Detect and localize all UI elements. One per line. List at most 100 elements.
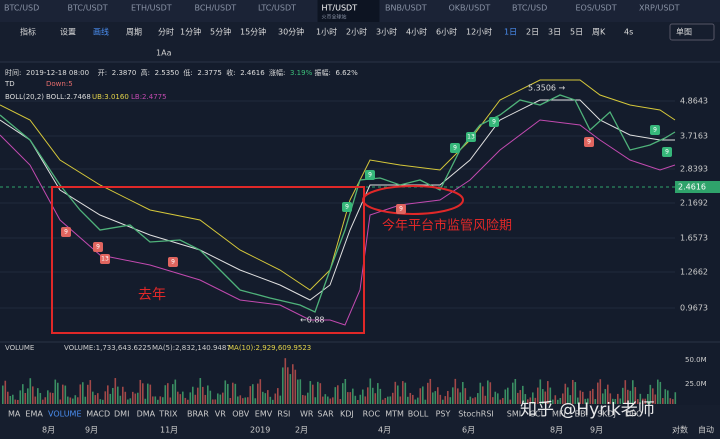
font-tool[interactable]: 1Aa — [156, 49, 172, 58]
indicator[interactable]: MTM — [385, 410, 404, 419]
period[interactable]: 15分钟 — [240, 27, 266, 37]
volume-bar — [477, 393, 479, 404]
volume-value: VOLUME:1,733,643.6225 — [64, 344, 151, 352]
period[interactable]: 12小时 — [466, 27, 492, 37]
tab[interactable]: HT/USDT — [322, 4, 358, 13]
log-toggle[interactable]: 对数 — [672, 425, 688, 435]
indicator[interactable]: DMA — [137, 410, 156, 419]
volume-bar — [327, 396, 329, 404]
volume-bar — [669, 398, 672, 404]
indicator[interactable]: SKDJ — [597, 410, 616, 419]
volume-bar — [624, 380, 627, 404]
volume-bar — [62, 384, 64, 404]
indicator[interactable]: TRIX — [158, 410, 178, 419]
tab[interactable]: LTC/USDT — [258, 4, 296, 13]
indicator[interactable]: BBI — [575, 410, 588, 419]
volume-bar — [394, 381, 397, 404]
indicator[interactable]: OBV — [232, 410, 250, 419]
layout[interactable]: 单图 — [676, 27, 692, 37]
highlight-box — [51, 186, 365, 334]
volume-bar — [319, 383, 322, 404]
tab[interactable]: BTC/USD — [4, 4, 39, 13]
period[interactable]: 周K — [592, 28, 606, 37]
boll-lb: LB:2.4775 — [131, 93, 167, 101]
volume-bar — [192, 386, 194, 404]
volume-bar — [217, 393, 219, 404]
volume-bar — [7, 391, 9, 404]
period[interactable]: 分时 — [158, 27, 174, 37]
layout-button[interactable] — [669, 23, 715, 41]
td-label: 9 — [399, 206, 403, 213]
tool[interactable]: 画线 — [93, 27, 109, 37]
period-label: 周期 — [126, 28, 142, 37]
indicator[interactable]: DMI — [114, 410, 129, 419]
indicator[interactable]: StochRSI — [458, 410, 494, 419]
period[interactable]: 2小时 — [346, 27, 367, 37]
tool[interactable]: 指标 — [20, 27, 36, 37]
period[interactable]: 3日 — [548, 28, 561, 37]
indicator[interactable]: SMI — [507, 410, 521, 419]
indicator[interactable]: ROC — [363, 410, 381, 419]
indicator[interactable]: EMV — [255, 410, 273, 419]
volume-bar — [487, 380, 489, 404]
auto-toggle[interactable]: 自动 — [698, 425, 714, 435]
period[interactable]: 4小时 — [406, 27, 427, 37]
tab[interactable]: OKB/USDT — [449, 4, 491, 13]
volume-bar — [42, 399, 44, 404]
indicator[interactable]: EMA — [25, 410, 43, 419]
volume-bar — [552, 399, 554, 404]
volume-bar — [494, 391, 497, 404]
indicator[interactable]: BRAR — [187, 410, 209, 419]
indicator[interactable]: VR — [215, 410, 226, 419]
indicator[interactable]: MACD — [86, 410, 110, 419]
volume-bar — [17, 399, 19, 404]
volume-bar — [19, 390, 22, 404]
price-tick: 3.7163 — [680, 132, 708, 141]
indicator[interactable]: RSI — [277, 410, 290, 419]
period[interactable]: 1日 — [504, 28, 517, 37]
volume-bar — [97, 393, 99, 404]
period[interactable]: 1分钟 — [180, 27, 201, 37]
tab[interactable]: BCH/USDT — [195, 4, 237, 13]
volume-bar — [272, 399, 274, 404]
volume-bar — [237, 396, 239, 404]
date-tick: 8月 — [42, 426, 55, 435]
high-label: 5.3506 → — [528, 84, 566, 93]
boll-value: BOLL:2.7468 — [46, 93, 91, 101]
tab[interactable]: XRP/USDT — [639, 4, 680, 13]
period[interactable]: 1小时 — [316, 27, 337, 37]
indicator[interactable]: WR — [300, 410, 314, 419]
indicator[interactable]: PSY — [436, 410, 451, 419]
tab[interactable]: BTC/USDT — [68, 4, 108, 13]
indicator[interactable]: DPO — [625, 410, 642, 419]
period[interactable]: 2日 — [526, 28, 539, 37]
tab[interactable]: BNB/USDT — [385, 4, 427, 13]
volume-bar — [567, 387, 569, 404]
indicator[interactable]: SAR — [317, 410, 334, 419]
period[interactable]: 3小时 — [376, 27, 397, 37]
period[interactable]: 5分钟 — [210, 27, 231, 37]
tab[interactable]: BTC/USD — [512, 4, 547, 13]
period[interactable]: 6小时 — [436, 27, 457, 37]
volume-bar — [322, 396, 324, 404]
volume-bar — [302, 395, 304, 404]
volume-bar — [72, 398, 74, 404]
volume-bar — [169, 397, 172, 404]
info-label: 低: — [183, 68, 192, 77]
tab[interactable]: ETH/USDT — [131, 4, 172, 13]
indicator[interactable]: MA — [8, 410, 21, 419]
indicator[interactable]: MFI — [552, 410, 566, 419]
volume-bar — [554, 395, 557, 404]
refresh[interactable]: 4s — [624, 28, 633, 37]
boll-mid — [0, 99, 675, 301]
period[interactable]: 5日 — [570, 28, 583, 37]
indicator[interactable]: BOLL — [408, 410, 429, 419]
indicator[interactable]: KDJ — [340, 410, 354, 419]
period[interactable]: 30分钟 — [278, 27, 304, 37]
tool[interactable]: 设置 — [60, 27, 76, 37]
tab[interactable]: EOS/USDT — [576, 4, 617, 13]
td-marker — [93, 242, 103, 252]
indicator[interactable]: CCI — [529, 410, 543, 419]
indicator[interactable]: VOLUME — [48, 410, 82, 419]
volume-bar — [179, 394, 182, 404]
